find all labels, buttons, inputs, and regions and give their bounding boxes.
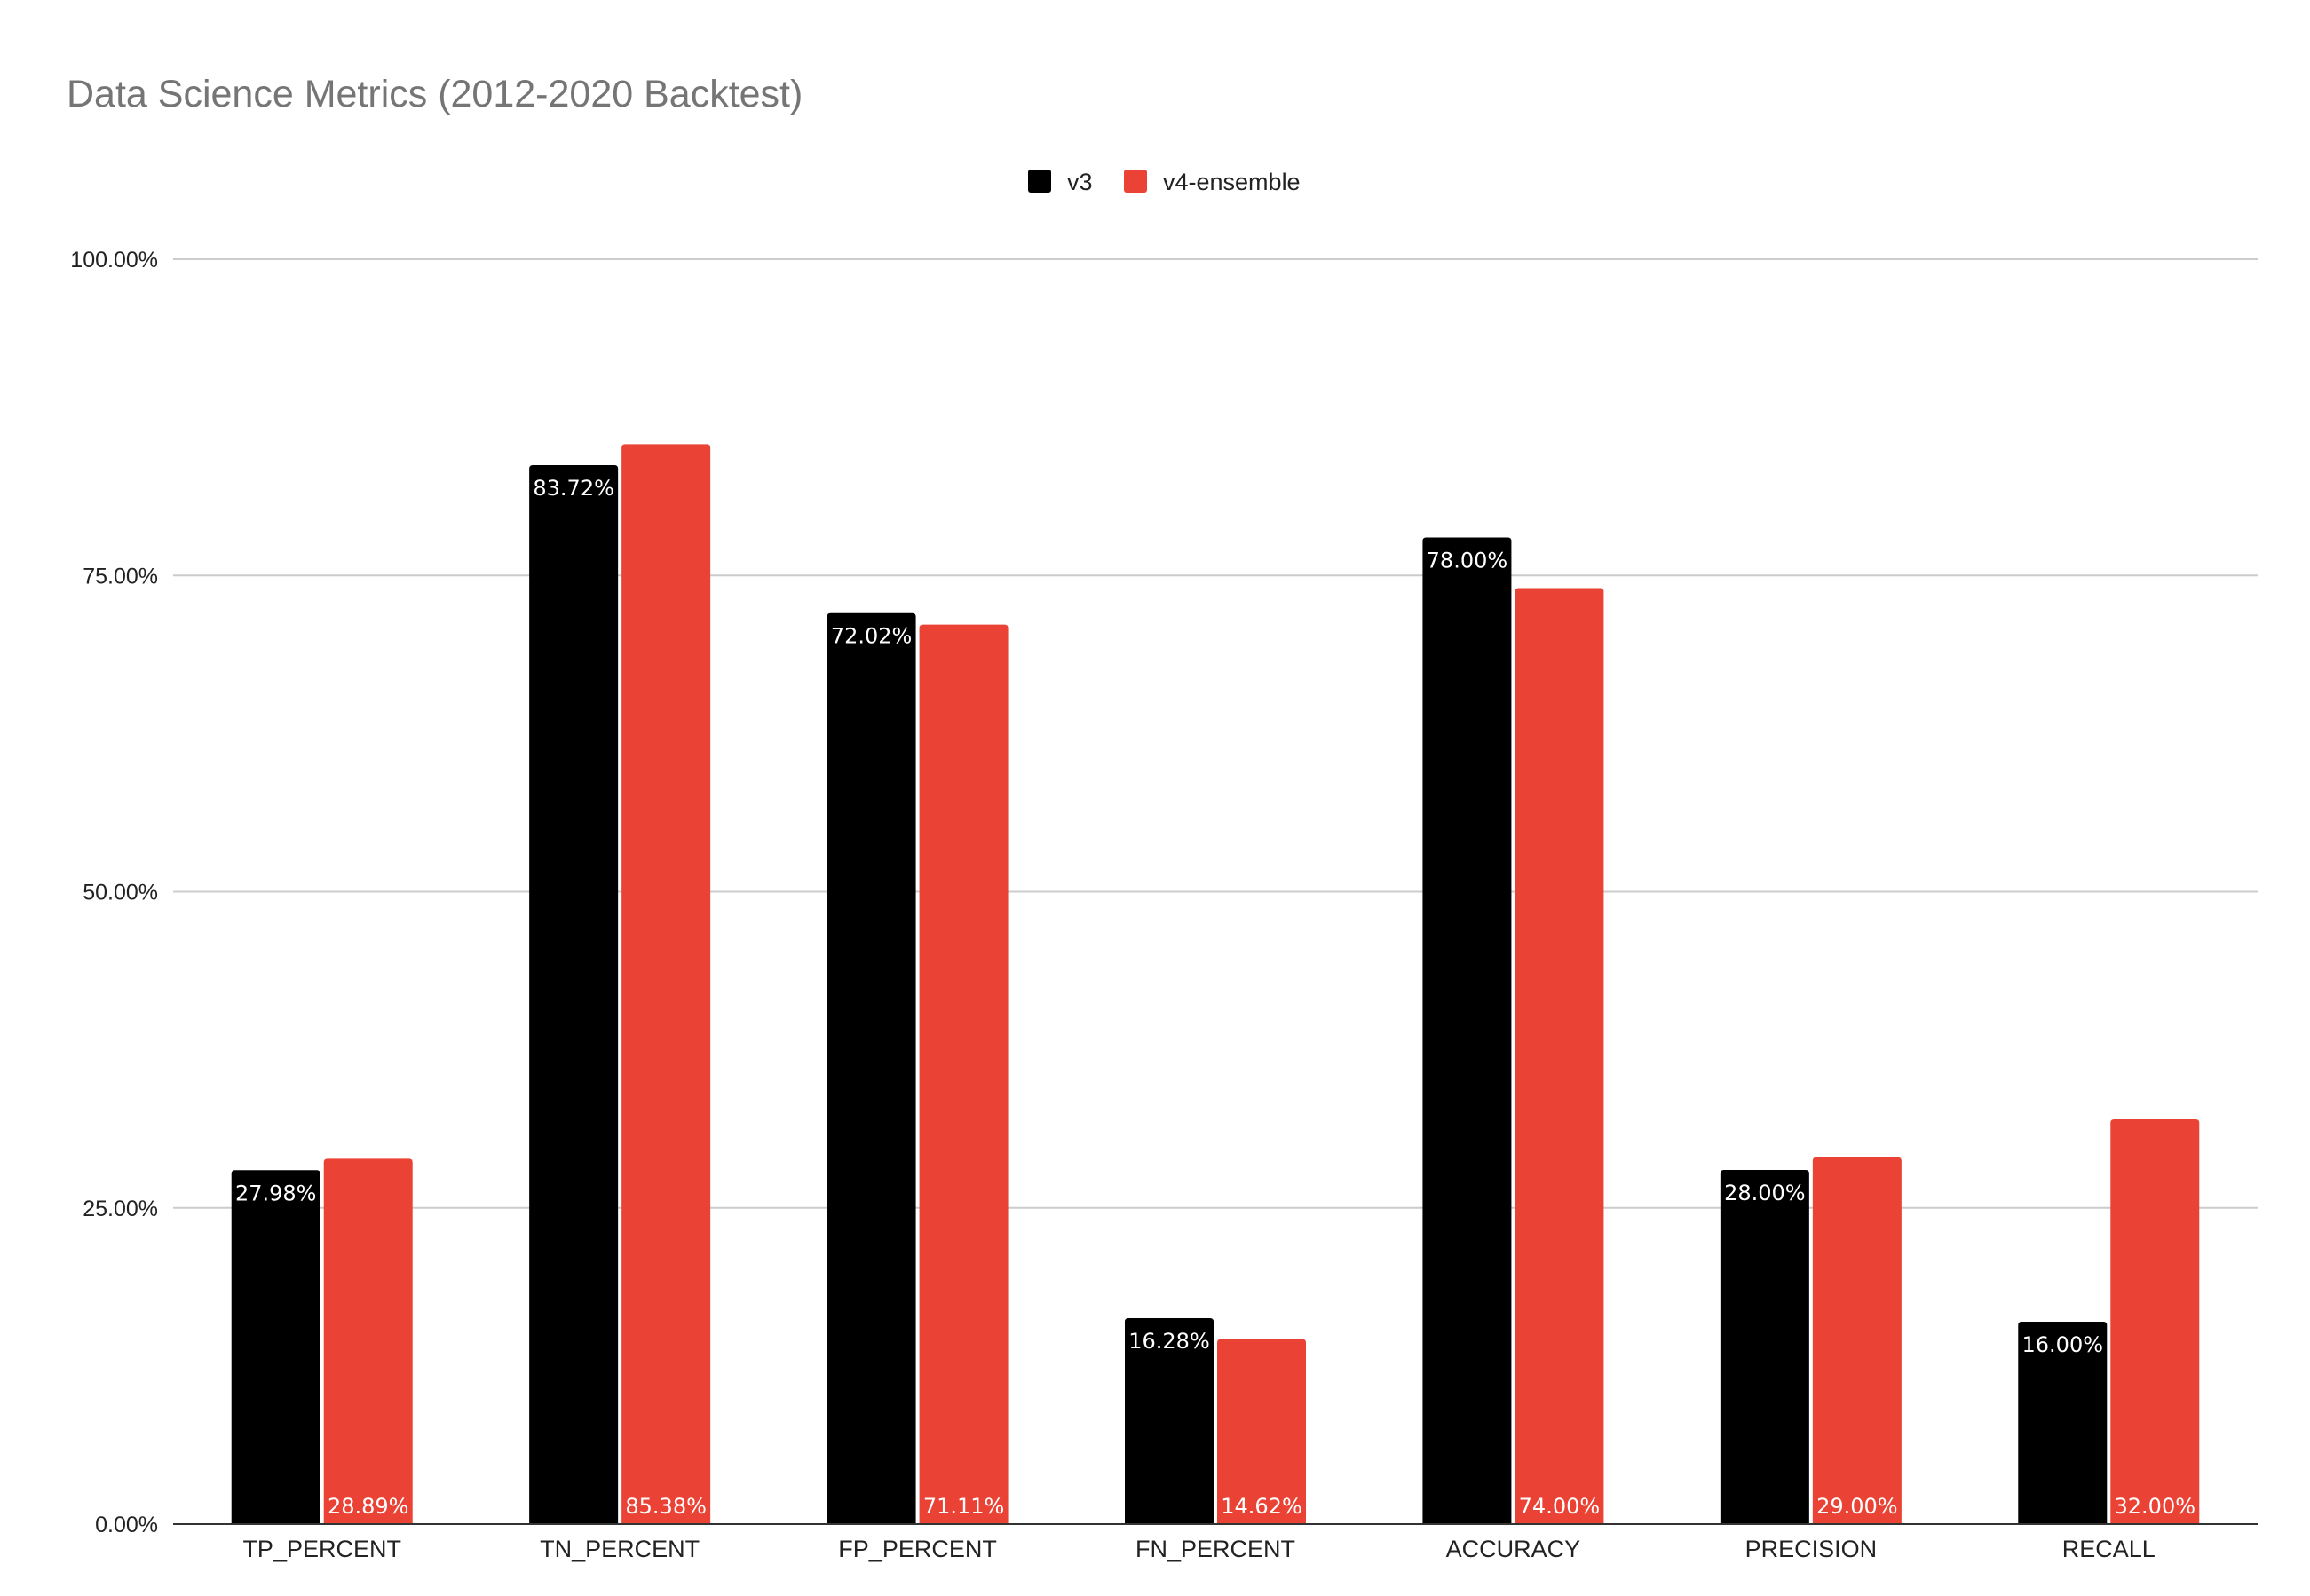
data-label-v4-ensemble-fp_percent: 71.11% (923, 1494, 1005, 1519)
bar-v4-ensemble-fp_percent (919, 624, 1009, 1524)
legend-swatch-v3 (1028, 170, 1051, 193)
bar-v3-tp_percent (231, 1170, 320, 1524)
x-tick-label: FN_PERCENT (1135, 1536, 1295, 1562)
bar-v3-recall (2018, 1322, 2108, 1524)
bar-v4-ensemble-tp_percent (323, 1158, 413, 1524)
y-axis: 0.00% 25.00% 50.00% 75.00% 100.00% (70, 248, 158, 1537)
legend-label-v4-ensemble: v4-ensemble (1163, 169, 1301, 195)
bar-v3-fp_percent (827, 612, 916, 1524)
x-axis: TP_PERCENT TN_PERCENT FP_PERCENT FN_PERCENT… (173, 1523, 2258, 1562)
y-tick-label: 0.00% (95, 1513, 158, 1537)
data-label-v4-ensemble-accuracy: 74.00% (1519, 1494, 1601, 1519)
data-label-v4-ensemble-tp_percent: 28.89% (328, 1494, 409, 1519)
gridlines (173, 258, 2258, 1209)
chart-title: Data Science Metrics (2012-2020 Backtest… (67, 73, 803, 115)
data-label-v3-precision: 28.00% (1724, 1181, 1806, 1205)
x-tick-label: ACCURACY (1446, 1536, 1581, 1562)
x-tick-label: TN_PERCENT (540, 1536, 700, 1562)
data-label-v3-tp_percent: 27.98% (235, 1181, 317, 1205)
y-tick-label: 25.00% (83, 1197, 158, 1221)
legend: v3 v4-ensemble (1028, 169, 1301, 195)
x-tick-label: RECALL (2062, 1536, 2156, 1562)
data-label-v3-tn_percent: 83.72% (533, 476, 614, 501)
bar-v4-ensemble-recall (2110, 1119, 2200, 1524)
bar-v3-tn_percent (529, 464, 619, 1524)
legend-item-v3: v3 (1028, 169, 1093, 195)
bars (231, 444, 2200, 1525)
bar-v4-ensemble-tn_percent (621, 444, 711, 1525)
data-label-v3-accuracy: 78.00% (1427, 549, 1508, 573)
x-tick-label: TP_PERCENT (242, 1536, 401, 1562)
legend-swatch-v4-ensemble (1124, 170, 1147, 193)
bar-v4-ensemble-accuracy (1515, 588, 1604, 1524)
legend-item-v4-ensemble: v4-ensemble (1124, 169, 1301, 195)
data-label-v3-fp_percent: 72.02% (831, 624, 913, 649)
y-tick-label: 75.00% (83, 564, 158, 589)
data-label-v3-fn_percent: 16.28% (1128, 1329, 1210, 1354)
bar-v3-precision (1720, 1170, 1809, 1524)
bar-v4-ensemble-precision (1812, 1157, 1902, 1524)
data-labels: 27.98% 28.89% 83.72% 85.38% 72.02% 71.11% 16.2… (235, 476, 2195, 1519)
bar-v4-ensemble-fn_percent (1217, 1339, 1306, 1524)
data-label-v4-ensemble-tn_percent: 85.38% (625, 1494, 707, 1519)
bar-v3-fn_percent (1125, 1318, 1214, 1524)
y-tick-label: 50.00% (83, 881, 158, 905)
data-label-v4-ensemble-recall: 32.00% (2115, 1494, 2196, 1519)
legend-label-v3: v3 (1067, 169, 1093, 195)
bar-v3-accuracy (1422, 537, 1512, 1524)
data-label-v3-recall: 16.00% (2022, 1332, 2104, 1357)
data-label-v4-ensemble-fn_percent: 14.62% (1221, 1494, 1302, 1519)
data-label-v4-ensemble-precision: 29.00% (1816, 1494, 1898, 1519)
y-tick-label: 100.00% (70, 248, 158, 273)
x-tick-label: FP_PERCENT (838, 1536, 997, 1562)
x-tick-label: PRECISION (1745, 1536, 1878, 1562)
